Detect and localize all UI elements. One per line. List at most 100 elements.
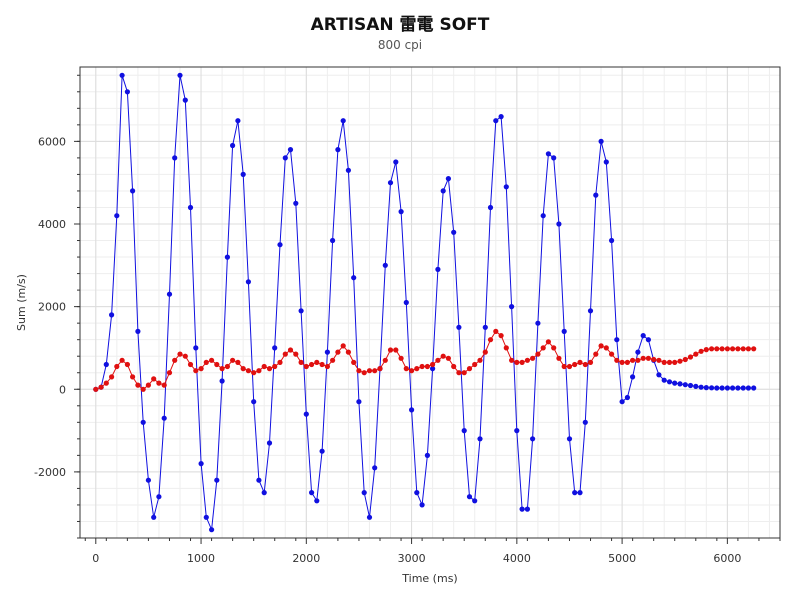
series-1-point <box>682 382 688 388</box>
series-2-point <box>740 346 746 352</box>
series-2-point <box>535 351 541 357</box>
y-tick-label: 0 <box>59 383 66 396</box>
series-2-point <box>140 386 146 392</box>
series-1-point <box>130 188 136 194</box>
series-2-point <box>298 359 304 365</box>
series-1-point <box>156 494 162 500</box>
series-2-point <box>235 359 241 365</box>
series-1-point <box>224 254 230 260</box>
series-1-point <box>161 415 167 421</box>
series-1-point <box>361 490 367 496</box>
y-axis-label: Sum (m/s) <box>15 274 28 331</box>
series-2-point <box>630 357 636 363</box>
series-2-point <box>282 351 288 357</box>
y-tick-label: 4000 <box>38 218 66 231</box>
series-2-point <box>466 366 473 372</box>
series-2-point <box>477 357 483 363</box>
series-1-point <box>245 279 251 285</box>
series-1-point <box>582 419 588 425</box>
series-1-point <box>319 448 325 454</box>
series-2-point <box>593 351 599 357</box>
series-1-point <box>445 176 451 182</box>
series-2-point <box>651 356 657 363</box>
series-1-point <box>324 349 330 355</box>
series-1-point <box>293 200 299 206</box>
series-1-point <box>151 514 157 520</box>
series-1-point <box>172 155 178 161</box>
series-2-point <box>656 357 662 363</box>
series-1-point <box>261 490 267 496</box>
series-1-point <box>398 209 404 215</box>
series-1-point <box>493 118 499 124</box>
series-1-point <box>345 167 351 173</box>
series-1-point <box>266 440 273 446</box>
series-1-point <box>624 394 631 401</box>
series-1-point <box>145 477 151 483</box>
series-2-point <box>498 333 504 339</box>
series-2-point <box>393 347 399 353</box>
series-1-point <box>403 299 409 306</box>
series-1-point <box>577 490 583 496</box>
series-2-point <box>661 359 667 365</box>
series-1-point <box>709 385 715 391</box>
series-2-point <box>251 370 257 376</box>
series-2-point <box>609 351 615 357</box>
series-1-point <box>556 221 562 227</box>
series-1-point <box>430 366 436 372</box>
series-1-point <box>724 385 731 391</box>
series-2-point <box>682 356 688 363</box>
series-2-point <box>172 357 178 363</box>
series-2-point <box>519 359 525 365</box>
series-2-point <box>461 370 467 376</box>
series-2-point <box>524 357 531 363</box>
series-1-point <box>287 147 294 153</box>
series-1-point <box>230 142 236 149</box>
series-1-point <box>740 385 746 391</box>
series-1-point <box>503 184 509 190</box>
series-1-point <box>109 312 115 318</box>
series-1-point <box>187 204 194 211</box>
series-2-point <box>214 361 220 368</box>
series-2-point <box>714 346 720 352</box>
series-2-point <box>319 361 325 368</box>
series-2-point <box>387 347 394 353</box>
series-1-point <box>714 385 720 391</box>
series-1-point <box>630 374 636 380</box>
series-1-point <box>645 337 652 343</box>
series-2-point <box>103 380 109 386</box>
series-1-point <box>735 385 741 391</box>
series-1-point <box>272 345 278 351</box>
series-1-point <box>487 204 494 211</box>
series-2-point <box>666 359 673 365</box>
series-1-point <box>498 114 504 120</box>
series-2-point <box>382 357 388 363</box>
series-1-point <box>193 345 199 351</box>
series-2-point <box>314 359 320 365</box>
series-1-point <box>545 151 552 157</box>
series-2-point <box>424 363 430 370</box>
series-1-point <box>435 266 441 272</box>
x-axis-label: Time (ms) <box>401 572 457 585</box>
series-1-point <box>440 188 446 194</box>
plot-frame <box>79 66 781 539</box>
series-2-point <box>109 374 115 380</box>
series-1-point <box>451 229 457 235</box>
series-2-point <box>398 355 404 361</box>
series-2-point <box>261 363 267 370</box>
series-2-point <box>198 366 204 372</box>
series-2-point <box>472 361 478 368</box>
series-2-point <box>709 346 715 352</box>
series-2-point <box>687 354 694 360</box>
series-1-point <box>387 180 394 186</box>
series-2-point <box>356 368 362 374</box>
series-2-point <box>572 361 578 368</box>
series-1-point <box>614 337 620 343</box>
series-2-point <box>493 328 499 334</box>
series-2-point <box>556 355 562 361</box>
series-1-point <box>656 372 662 378</box>
series-2-point <box>277 359 283 365</box>
x-tick-label: 1000 <box>187 552 215 565</box>
x-tick-label: 0 <box>92 552 99 565</box>
series-2-point <box>372 368 378 374</box>
series-2-point <box>440 353 446 359</box>
